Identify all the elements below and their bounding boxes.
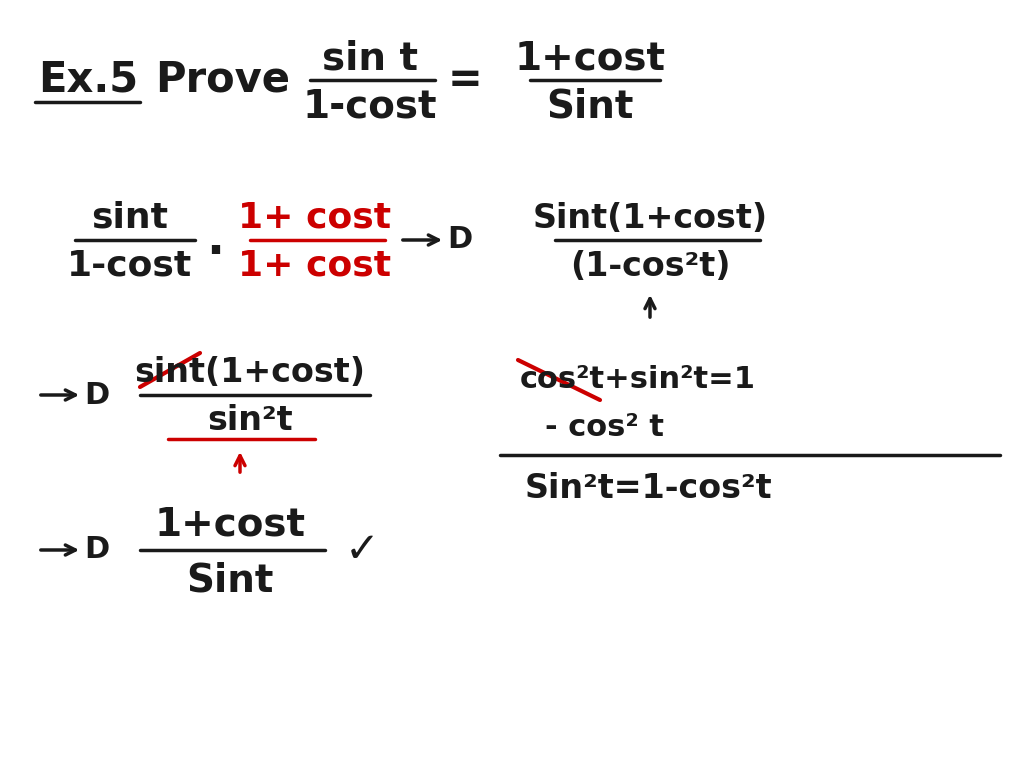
Text: ✓: ✓ [345,529,380,571]
Text: 1+cost: 1+cost [514,39,666,77]
Text: Prove: Prove [155,59,290,101]
Text: - cos² t: - cos² t [545,413,664,442]
Text: sin²t: sin²t [207,405,293,438]
Text: 1+ cost: 1+ cost [239,201,391,235]
Text: 1+ cost: 1+ cost [239,249,391,283]
Text: D: D [84,380,110,409]
Text: D: D [447,226,472,254]
Text: =: = [447,59,482,101]
Text: Sint: Sint [547,87,634,125]
Text: sint: sint [91,201,169,235]
Text: 1+cost: 1+cost [155,506,305,544]
Text: Sint(1+cost): Sint(1+cost) [532,201,768,234]
Text: sin t: sin t [322,39,418,77]
Text: D: D [84,535,110,564]
Text: 1-cost: 1-cost [68,249,193,283]
Text: .: . [206,220,224,264]
Text: (1-cos²t): (1-cos²t) [569,250,730,283]
Text: Sin²t=1-cos²t: Sin²t=1-cos²t [525,472,773,505]
Text: sint(1+cost): sint(1+cost) [134,356,366,389]
Text: Sint: Sint [186,561,273,599]
Text: cos²t+sin²t=1: cos²t+sin²t=1 [520,366,756,395]
Text: Ex.5: Ex.5 [38,59,138,101]
Text: 1-cost: 1-cost [303,87,437,125]
